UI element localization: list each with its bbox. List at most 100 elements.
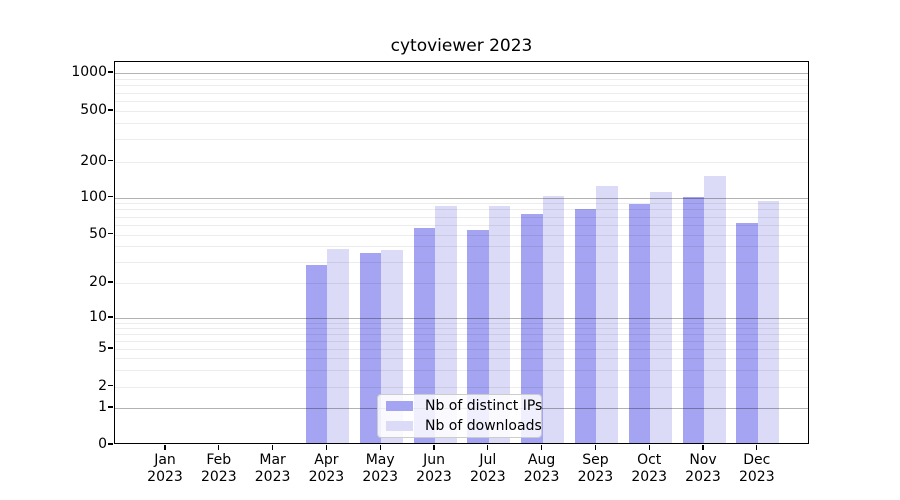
gridline-minor [115,209,808,211]
bar-downloads-sep [596,185,618,443]
gridline-minor [115,139,808,141]
x-tick-mark [594,445,597,450]
x-tick-mark [648,445,650,450]
bar-downloads-apr [327,249,349,443]
bar-distinct-ips-oct [628,204,651,443]
y-tick-mark [108,406,113,408]
chart-title: cytoviewer 2023 [390,36,533,56]
gridline-minor [115,349,808,350]
gridline-minor [115,340,808,342]
plot-inner [115,62,808,443]
y-tick-mark [108,71,113,73]
gridline-minor [115,283,808,284]
x-tick-label: Nov 2023 [685,452,721,485]
gridline-minor [115,358,808,360]
x-tick-label: Jan 2023 [147,452,183,485]
bar-distinct-ips-sep [574,209,597,443]
bar-downloads-oct [650,192,672,443]
y-tick-label: 500 [80,102,107,118]
gridline-minor [115,216,808,218]
bar-downloads-aug [542,196,565,443]
x-tick-mark [702,445,704,450]
legend-label-downloads: Nb of downloads [425,417,542,434]
y-tick-mark [108,347,113,349]
x-tick-mark [756,445,758,450]
gridline-minor [115,333,808,335]
y-tick-mark [108,281,113,283]
gridline-minor [115,85,808,87]
gridline-minor [115,203,808,205]
x-tick-label: Apr 2023 [308,452,345,485]
gridline-minor [115,111,808,112]
bar-distinct-ips-nov [682,196,704,443]
y-tick-label: 1000 [71,64,107,80]
bar-distinct-ips-aug [521,213,543,443]
legend-row-downloads: Nb of downloads [378,417,542,434]
y-tick-label: 0 [98,436,107,452]
legend-label-distinct-ips: Nb of distinct IPs [425,398,543,415]
gridline-major [115,73,808,74]
legend: Nb of distinct IPs Nb of downloads [377,394,542,438]
x-tick-label: Oct 2023 [631,452,667,485]
gridline-minor [115,92,808,94]
gridline-minor [115,327,808,329]
gridline-minor [115,101,808,102]
y-tick-label: 1 [98,399,107,415]
gridline-minor [115,369,808,371]
plot-area [114,61,809,444]
bar-downloads-jun [435,205,457,443]
x-tick-label: Jul 2023 [469,452,506,485]
x-tick-label: Aug 2023 [523,452,560,485]
x-tick-label: Dec 2023 [738,452,775,485]
x-tick-mark [433,445,435,450]
gridline-minor [115,246,808,248]
bar-downloads-jul [488,205,511,443]
bar-downloads-nov [704,176,726,443]
y-tick-mark [108,109,113,111]
y-tick-mark [108,384,113,387]
y-tick-mark [108,195,113,198]
x-tick-mark [271,445,274,450]
gridline-minor [115,386,808,388]
gridline-minor [115,261,808,263]
bar-downloads-dec [757,201,780,443]
x-tick-label: Feb 2023 [200,452,237,485]
gridline-major [115,318,808,319]
x-tick-mark [379,445,381,450]
gridline-minor [115,234,808,236]
y-tick-label: 50 [89,225,107,242]
legend-swatch-downloads [386,420,413,431]
gridline-minor [115,161,808,163]
x-tick-mark [540,445,543,450]
bar-distinct-ips-dec [736,223,758,443]
y-tick-label: 5 [98,340,107,356]
y-tick-label: 10 [89,309,107,325]
y-tick-label: 2 [98,377,107,394]
x-tick-label: Jun 2023 [416,452,452,485]
y-tick-mark [108,232,113,235]
x-tick-label: May 2023 [362,452,398,485]
gridline-major [115,197,808,199]
x-tick-mark [487,445,489,450]
y-tick-mark [108,443,113,445]
bar-distinct-ips-may [359,253,382,443]
x-tick-label: Sep 2023 [577,452,614,485]
x-tick-mark [325,445,328,450]
y-tick-label: 100 [80,188,107,205]
gridline-minor [115,123,808,125]
legend-row-distinct-ips: Nb of distinct IPs [378,398,543,415]
y-tick-label: 200 [80,152,107,169]
gridline-minor [115,322,808,324]
y-tick-label: 20 [89,274,107,290]
bar-distinct-ips-jul [467,230,489,443]
x-tick-mark [218,445,220,450]
gridline-minor [115,78,808,80]
x-tick-label: Mar 2023 [254,452,291,485]
legend-swatch-distinct-ips [386,401,413,412]
gridline-minor [115,224,808,226]
bar-distinct-ips-apr [305,265,328,443]
y-tick-mark [108,316,113,318]
bar-distinct-ips-jun [413,227,435,443]
y-tick-mark [108,159,113,162]
